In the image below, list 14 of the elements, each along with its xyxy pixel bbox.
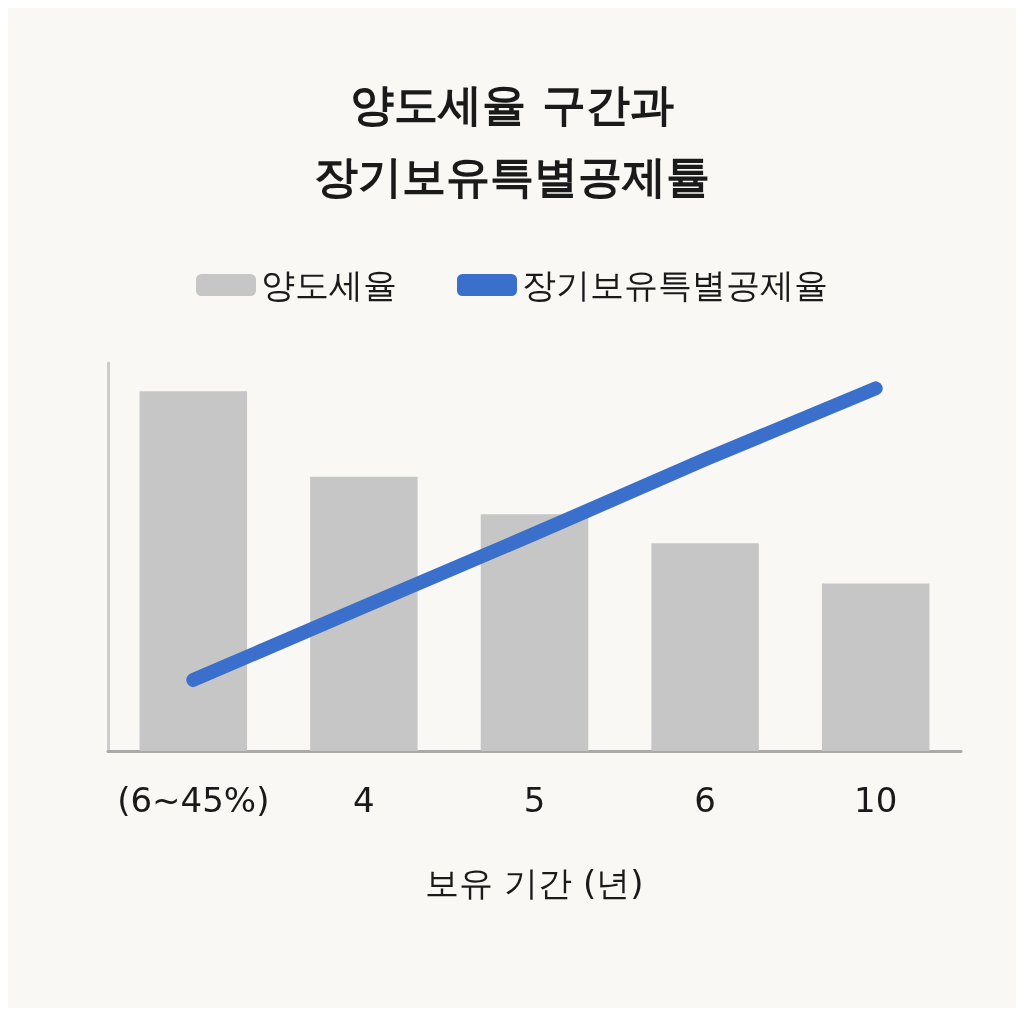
x-tick-label: 10 [854,780,898,820]
bar [480,514,589,751]
legend-label: 양도세율 [261,265,397,305]
x-tick-label: 6 [694,780,716,820]
bar [310,476,418,751]
chart-title: 양도세율 구간과 장기보유특별공제튤 [314,78,710,202]
bar [651,543,759,751]
x-tick-label: 4 [353,780,375,820]
x-axis-title: 보유 기간 (년) [425,863,644,903]
x-tick-label: (6~45%) [117,780,270,820]
x-tick-label: 5 [523,780,546,820]
legend-label: 장기보유특별공제율 [522,265,828,305]
bar [821,583,930,751]
bar [139,391,248,751]
